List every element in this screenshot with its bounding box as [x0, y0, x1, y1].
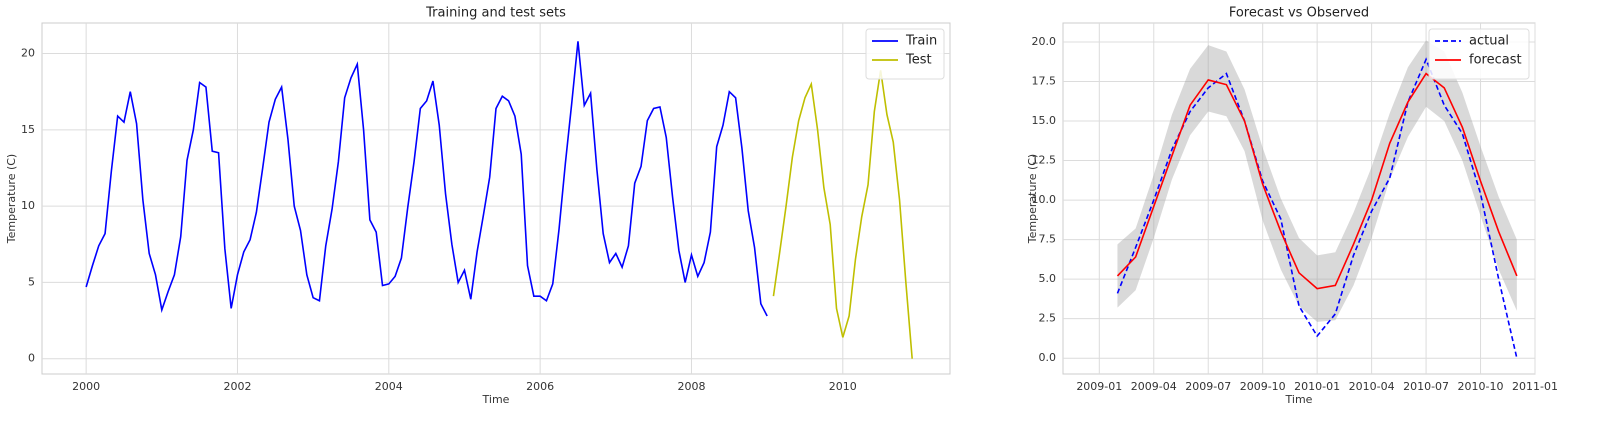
series-line [1116, 72, 1518, 290]
x-tick-label: 2010-07 [1403, 380, 1449, 393]
series-line [1116, 57, 1518, 359]
x-tick-label: 2010-10 [1458, 380, 1504, 393]
y-axis-label: Temperature (C) [5, 154, 18, 244]
legend-label: Train [905, 34, 937, 49]
series-line [85, 41, 768, 317]
y-tick-label: 20.0 [1032, 35, 1057, 48]
x-tick-label: 2008 [677, 380, 705, 393]
legend-label: Test [905, 53, 932, 68]
chart-title: Training and test sets [425, 6, 566, 21]
legend-label: actual [1469, 34, 1509, 49]
series-line [772, 70, 913, 359]
x-tick-label: 2009-07 [1185, 380, 1231, 393]
confidence-band [1117, 40, 1517, 322]
y-tick-label: 7.5 [1039, 233, 1057, 246]
y-tick-label: 10.0 [1032, 193, 1057, 206]
x-axis-label: Time [1285, 393, 1313, 406]
plot-area [41, 22, 951, 375]
y-tick-label: 0 [28, 352, 35, 365]
x-tick-label: 2009-04 [1131, 380, 1177, 393]
x-tick-label: 2006 [526, 380, 554, 393]
y-tick-label: 17.5 [1032, 75, 1057, 88]
x-tick-label: 2009-01 [1076, 380, 1122, 393]
legend-label: forecast [1469, 53, 1522, 68]
y-axis-label: Temperature (C) [1026, 154, 1039, 244]
y-tick-label: 15 [21, 123, 35, 136]
y-tick-label: 10 [21, 199, 35, 212]
y-tick-label: 2.5 [1039, 312, 1057, 325]
x-tick-label: 2010-01 [1294, 380, 1340, 393]
x-tick-label: 2002 [223, 380, 251, 393]
x-tick-label: 2010 [829, 380, 857, 393]
legend: Train Test [865, 28, 945, 80]
x-tick-label: 2011-01 [1512, 380, 1558, 393]
x-tick-label: 2000 [72, 380, 100, 393]
y-tick-label: 15.0 [1032, 114, 1057, 127]
y-tick-label: 0.0 [1039, 351, 1057, 364]
x-tick-label: 2004 [375, 380, 403, 393]
y-tick-label: 20 [21, 47, 35, 60]
chart-title: Forecast vs Observed [1229, 6, 1369, 21]
y-tick-label: 5 [28, 275, 35, 288]
y-tick-label: 12.5 [1032, 154, 1057, 167]
y-tick-label: 5.0 [1039, 272, 1057, 285]
x-axis-label: Time [482, 393, 510, 406]
x-tick-label: 2010-04 [1349, 380, 1395, 393]
legend: actual forecast [1428, 28, 1530, 80]
x-tick-label: 2009-10 [1240, 380, 1286, 393]
